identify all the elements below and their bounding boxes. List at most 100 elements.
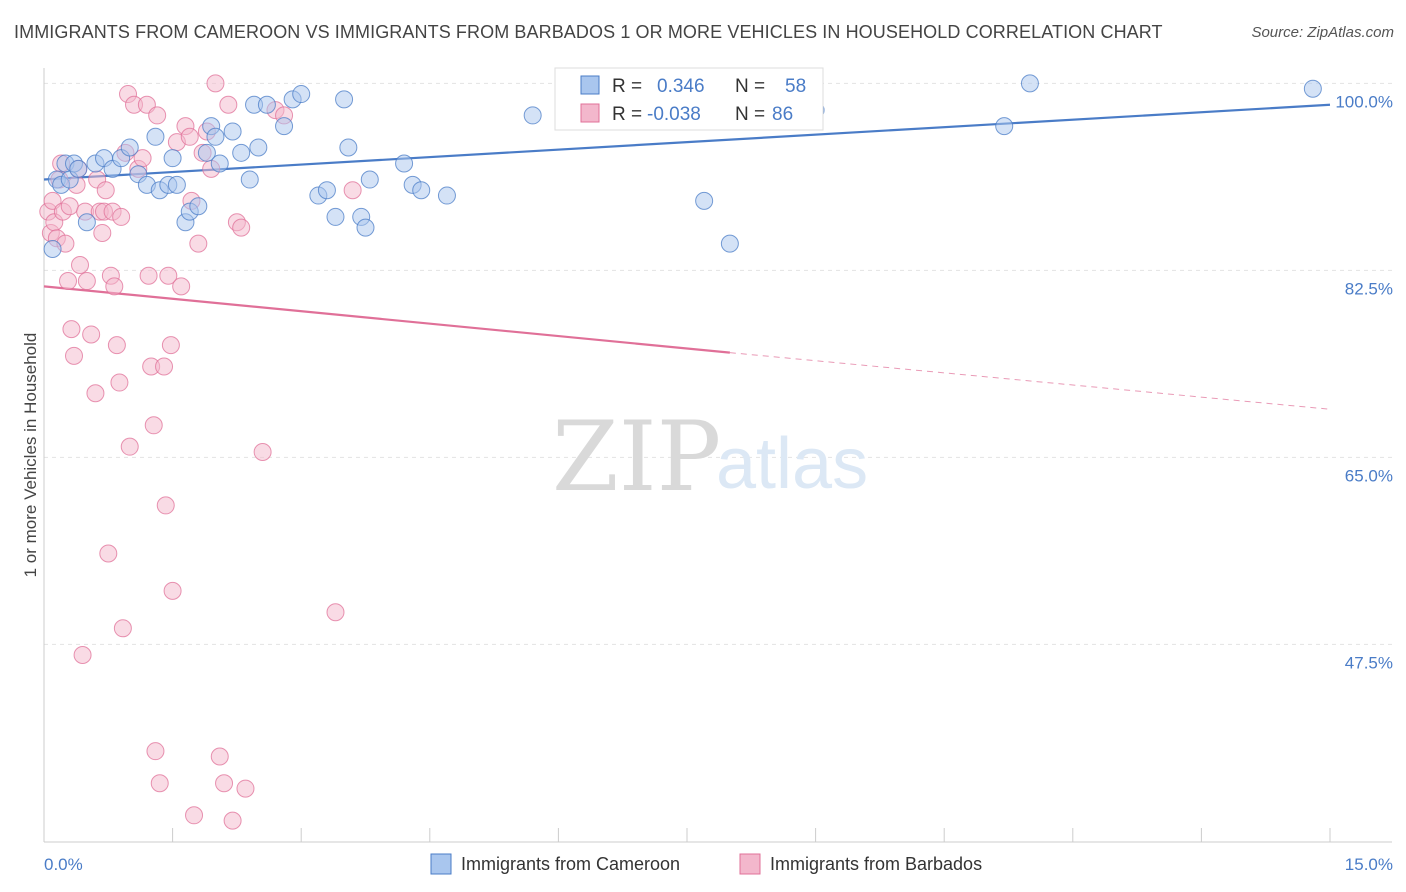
point-cameroon-55 <box>1303 79 1322 98</box>
point-barbados-10 <box>60 197 79 216</box>
point-cameroon-18 <box>163 149 182 168</box>
y-axis-title: 1 or more Vehicles in Household <box>21 333 40 578</box>
trend-line-barbados-extension <box>729 352 1331 410</box>
point-cameroon-33 <box>275 117 294 136</box>
point-cameroon-22 <box>189 197 208 216</box>
point-barbados-18 <box>77 272 96 291</box>
point-barbados-68 <box>232 218 251 237</box>
point-cameroon-39 <box>335 90 354 109</box>
point-barbados-33 <box>113 619 132 638</box>
trend-line-barbados <box>43 285 730 354</box>
point-barbados-55 <box>180 127 199 146</box>
stats-swatch-cameroon <box>580 75 600 95</box>
y-tick-labels: 100.0% 82.5% 65.0% 47.5% <box>1335 92 1393 672</box>
point-barbados-15 <box>71 256 90 275</box>
point-barbados-36 <box>120 437 139 456</box>
point-cameroon-12 <box>120 138 139 157</box>
point-barbados-12 <box>65 346 84 365</box>
stats-r-value-cameroon: 0.346 <box>657 76 705 97</box>
y-tick-label-3: 47.5% <box>1345 653 1393 672</box>
point-barbados-29 <box>105 277 124 296</box>
point-barbados-62 <box>206 74 225 93</box>
point-barbados-64 <box>215 774 234 793</box>
point-cameroon-46 <box>412 181 431 200</box>
stats-n-label-cameroon: N = <box>735 76 765 97</box>
point-barbados-58 <box>189 234 208 253</box>
legend-swatch-cameroon <box>430 853 452 875</box>
point-cameroon-26 <box>210 154 229 173</box>
legend-label-barbados: Immigrants from Barbados <box>770 854 982 874</box>
watermark-zip: ZIP <box>552 401 721 513</box>
point-cameroon-48 <box>523 106 542 125</box>
point-cameroon-0 <box>43 239 62 258</box>
stats-box: R = 0.346 N = 58 R = -0.038 N = 86 <box>554 67 824 131</box>
point-cameroon-47 <box>437 186 456 205</box>
stats-r-label-barbados: R = <box>612 104 642 125</box>
point-barbados-74 <box>343 181 362 200</box>
point-barbados-25 <box>96 181 115 200</box>
point-barbados-51 <box>163 581 182 600</box>
data-points <box>39 74 1322 830</box>
point-cameroon-25 <box>206 127 225 146</box>
point-cameroon-50 <box>695 191 714 210</box>
point-barbados-48 <box>156 496 175 515</box>
legend-label-cameroon: Immigrants from Cameroon <box>461 854 680 874</box>
point-barbados-65 <box>219 95 238 114</box>
trend-line-cameroon <box>43 103 1331 181</box>
point-barbados-57 <box>185 806 204 825</box>
point-cameroon-37 <box>317 181 336 200</box>
chart-title: IMMIGRANTS FROM CAMEROON VS IMMIGRANTS F… <box>14 22 1163 42</box>
point-cameroon-6 <box>69 159 88 178</box>
point-barbados-70 <box>253 443 272 461</box>
stats-n-value-cameroon: 58 <box>785 76 806 97</box>
trend-lines <box>43 103 1331 410</box>
point-barbados-49 <box>159 266 178 285</box>
point-cameroon-53 <box>995 117 1014 136</box>
point-barbados-50 <box>161 336 180 355</box>
point-barbados-23 <box>93 223 112 242</box>
x-tick-label-0: 0.0% <box>44 855 83 874</box>
stats-r-label-cameroon: R = <box>612 76 642 97</box>
legend: Immigrants from Cameroon Immigrants from… <box>430 853 982 875</box>
point-cameroon-15 <box>146 127 165 146</box>
point-barbados-73 <box>326 603 345 622</box>
point-barbados-46 <box>150 774 169 793</box>
point-barbados-20 <box>86 384 105 403</box>
watermark: ZIP atlas <box>552 401 868 513</box>
point-barbados-9 <box>59 272 78 291</box>
point-barbados-19 <box>82 325 101 344</box>
x-tick-labels: 0.0% 15.0% <box>44 855 1393 874</box>
point-barbados-63 <box>210 747 229 766</box>
point-cameroon-23 <box>197 143 216 162</box>
point-cameroon-27 <box>223 122 242 141</box>
legend-swatch-barbados <box>739 853 761 875</box>
stats-r-value-barbados: -0.038 <box>647 104 701 125</box>
point-cameroon-28 <box>232 143 251 162</box>
point-cameroon-19 <box>167 175 186 194</box>
point-barbados-69 <box>236 779 255 798</box>
y-tick-label-0: 100.0% <box>1335 92 1393 111</box>
point-cameroon-51 <box>720 234 739 253</box>
stats-n-value-barbados: 86 <box>772 104 793 125</box>
point-barbados-16 <box>73 646 92 665</box>
point-barbados-30 <box>107 336 126 355</box>
point-cameroon-40 <box>339 138 358 157</box>
stats-n-label-barbados: N = <box>735 104 765 125</box>
stats-swatch-barbados <box>580 103 600 123</box>
point-cameroon-7 <box>77 213 96 232</box>
point-cameroon-54 <box>1020 74 1039 93</box>
point-cameroon-42 <box>356 218 375 237</box>
point-barbados-31 <box>110 373 129 392</box>
point-cameroon-32 <box>257 95 276 114</box>
axes <box>43 68 1392 843</box>
y-tick-label-2: 65.0% <box>1345 466 1393 485</box>
watermark-atlas: atlas <box>716 424 868 504</box>
point-barbados-66 <box>223 811 242 830</box>
point-barbados-53 <box>172 277 191 296</box>
point-barbados-44 <box>146 742 165 761</box>
source-credit: Source: ZipAtlas.com <box>1251 24 1394 41</box>
point-barbados-43 <box>144 416 163 435</box>
point-cameroon-44 <box>395 154 414 173</box>
point-barbados-47 <box>155 357 174 376</box>
